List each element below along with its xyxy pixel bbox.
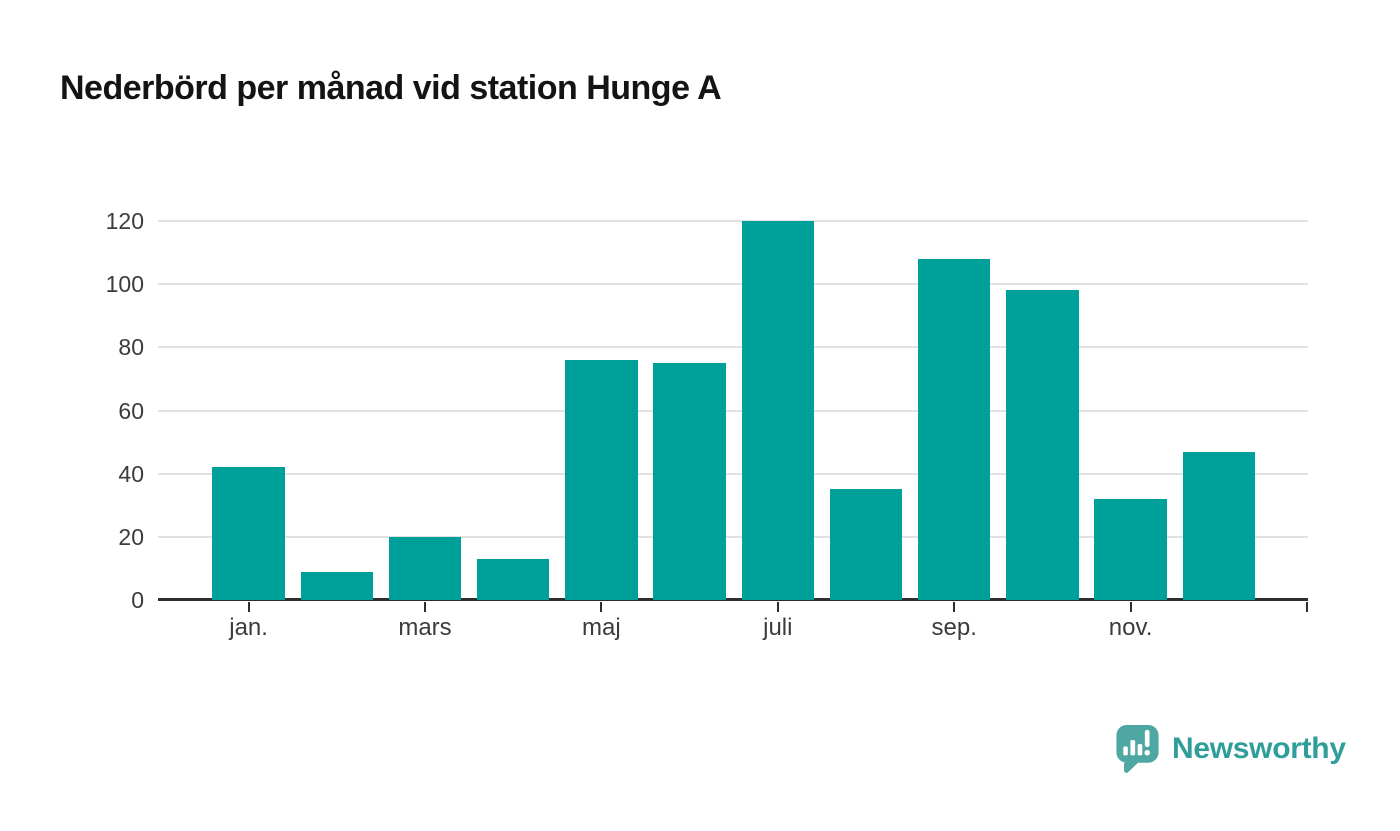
gridline xyxy=(158,283,1308,286)
x-axis: jan. mars maj juli sep. nov. xyxy=(158,600,1308,660)
bar-juli xyxy=(741,221,815,600)
x-tick xyxy=(953,602,956,612)
chart-title: Nederbörd per månad vid station Hunge A xyxy=(60,69,722,107)
x-tick xyxy=(424,602,426,612)
bar-sep. xyxy=(917,258,991,600)
bar-feb. xyxy=(300,571,374,600)
y-tick-label: 80 xyxy=(118,334,144,361)
bar-maj xyxy=(565,359,638,600)
gridline xyxy=(158,220,1308,222)
bar-aug. xyxy=(829,489,903,600)
gridline xyxy=(158,409,1308,412)
y-tick-label: 60 xyxy=(118,397,144,424)
x-tick xyxy=(247,602,250,612)
gridline xyxy=(158,535,1308,538)
gridline xyxy=(158,346,1308,349)
y-tick-label: 120 xyxy=(105,208,144,234)
x-tick xyxy=(1129,602,1132,612)
x-tick-label: maj xyxy=(582,614,621,641)
y-tick-label: 100 xyxy=(105,271,144,298)
gridline xyxy=(158,472,1308,475)
newsworthy-wordmark: Newsworthy xyxy=(1172,731,1346,765)
bar-dec. xyxy=(1182,451,1256,600)
bar-nov. xyxy=(1094,498,1167,600)
x-tick xyxy=(600,602,603,612)
bar-chart-speech-bubble-icon xyxy=(1116,725,1159,773)
y-tick-label: 0 xyxy=(131,587,144,613)
x-tick-label: nov. xyxy=(1108,614,1153,641)
x-axis-baseline xyxy=(158,598,1308,601)
x-tick-label: sep. xyxy=(931,614,977,641)
x-tick-label: juli xyxy=(763,614,793,641)
x-axis-end-tick xyxy=(1306,602,1308,612)
bar-okt. xyxy=(1006,290,1079,600)
y-tick-label: 40 xyxy=(118,460,144,487)
bar-april xyxy=(476,558,550,600)
newsworthy-logo: Newsworthy xyxy=(1114,722,1346,775)
x-tick xyxy=(776,602,779,612)
bar-jan. xyxy=(212,467,285,600)
y-tick-label: 20 xyxy=(118,523,144,550)
bar-juni xyxy=(653,363,726,600)
x-tick-label: mars xyxy=(398,614,452,641)
bar-mars xyxy=(388,536,462,600)
x-tick-label: jan. xyxy=(229,614,268,641)
plot-area xyxy=(158,220,1308,601)
